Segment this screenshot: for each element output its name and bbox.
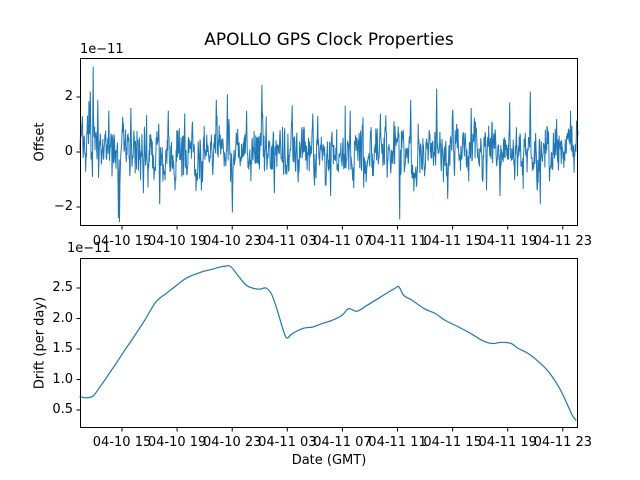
plot-frame [80,258,578,428]
x-tick-label: 04-11 19 [478,435,537,450]
x-tick-label: 04-11 11 [368,435,427,450]
y-tick-label: 1.0 [52,371,73,387]
x-tick-label: 04-10 15 [92,234,152,249]
y-tick-label: 2.0 [52,310,73,326]
x-tick-label: 04-11 15 [423,234,482,249]
x-tick-label: 04-10 15 [92,435,152,450]
x-tick-label: 04-10 23 [202,234,262,249]
x-tick-label: 04-10 19 [147,234,207,249]
x-tick-label: 04-11 23 [533,435,593,450]
drift-axis-scale-factor: 1e−11 [67,241,111,256]
drift-plot-area [76,258,578,432]
x-tick-label: 04-11 03 [258,234,317,249]
y-tick-label: −2 [53,199,73,215]
x-tick-label: 04-11 03 [258,435,317,450]
x-tick-label: 04-10 23 [202,435,262,450]
y-tick-label: 0 [64,144,73,160]
offset-axis-scale-factor: 1e−11 [80,42,124,57]
plot-frame [80,58,578,226]
y-tick-label: 0.5 [52,402,73,417]
offset-series-line [79,66,579,223]
offset-plot-svg [76,58,579,230]
x-tick-label: 04-11 07 [313,435,372,450]
x-tick-label: 04-11 15 [423,435,482,450]
y-tick-label: 2 [64,89,73,105]
chart-title: APOLLO GPS Clock Properties [204,30,454,50]
x-tick-label: 04-11 23 [533,234,593,249]
offset-plot-area [76,58,579,230]
x-tick-label: 04-10 19 [147,435,207,450]
x-tick-label: 04-11 11 [368,234,427,249]
y-tick-label: 1.5 [52,341,73,356]
x-tick-label: 04-11 07 [313,234,372,249]
drift-series-line [79,265,577,421]
y-tick-label: 2.5 [52,280,73,295]
drift-plot-svg [76,258,578,432]
x-tick-label: 04-11 19 [478,234,537,249]
x-axis-label: Date (GMT) [291,453,367,468]
